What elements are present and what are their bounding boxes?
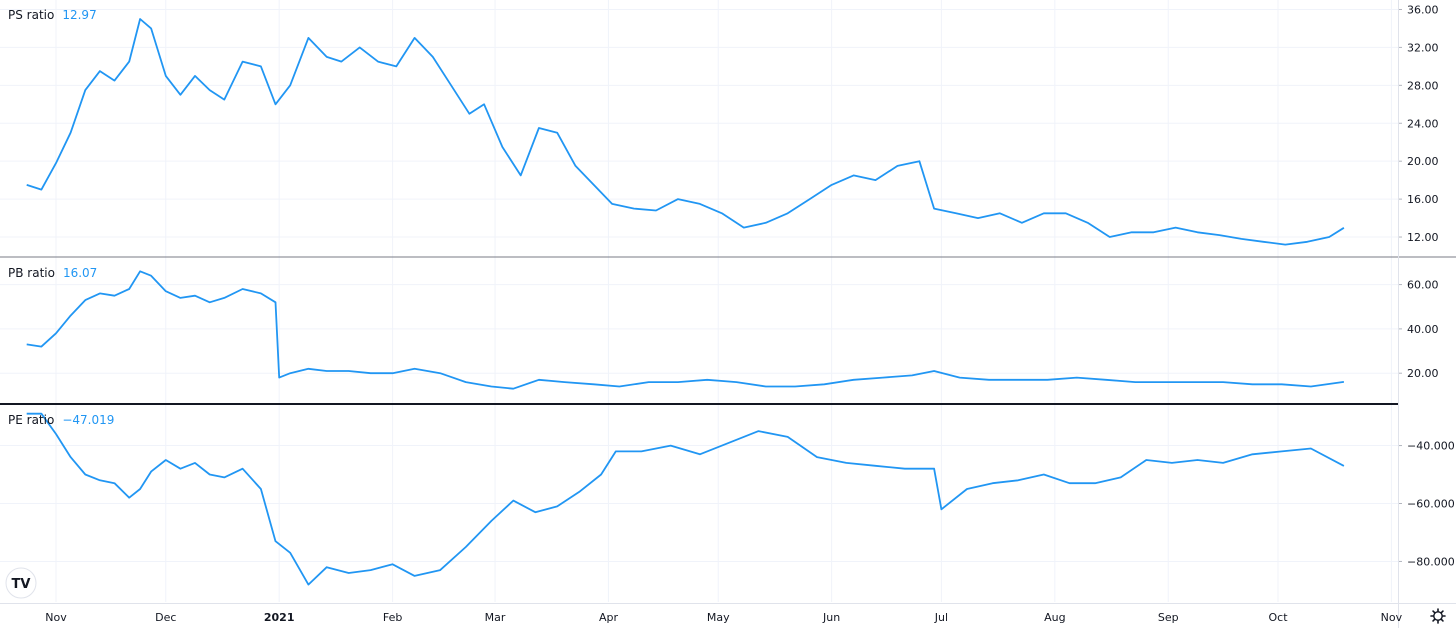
pane-pb-ratio: 60.00 40.00 20.00 PB ratio 16.07 — [0, 266, 1439, 390]
y-tick-label: 24.00 — [1407, 117, 1439, 130]
pane-title: PE ratio — [8, 413, 54, 427]
logo-text: TV — [12, 577, 31, 592]
x-tick-label: Mar — [485, 611, 506, 624]
pane-pe-ratio: −40.000 −60.000 −80.000 PE ratio −47.019 — [0, 412, 1455, 586]
pane-title: PS ratio — [8, 8, 54, 22]
x-tick-label: Feb — [383, 611, 402, 624]
y-tick-label: 12.00 — [1407, 231, 1439, 244]
x-tick-label: Jun — [822, 611, 840, 624]
x-tick-label: Oct — [1268, 611, 1288, 624]
y-tick-label: 60.00 — [1407, 279, 1439, 292]
tradingview-logo[interactable]: TV — [5, 567, 37, 599]
x-tick-label: Sep — [1158, 611, 1179, 624]
y-tick-label: −60.000 — [1407, 498, 1455, 511]
series-line — [26, 412, 1345, 586]
y-tick-label: −80.000 — [1407, 555, 1455, 568]
gear-icon[interactable] — [1430, 608, 1446, 624]
series-line — [26, 18, 1345, 246]
y-tick-label: 36.00 — [1407, 3, 1439, 16]
y-tick-label: −40.000 — [1407, 440, 1455, 453]
y-tick-label: 40.00 — [1407, 323, 1439, 336]
pane-last-value: 12.97 — [62, 8, 96, 22]
x-tick-label: Dec — [155, 611, 176, 624]
pane-last-value: 16.07 — [63, 266, 97, 280]
y-tick-label: 20.00 — [1407, 367, 1439, 380]
pane-last-value: −47.019 — [62, 413, 114, 427]
y-tick-label: 32.00 — [1407, 41, 1439, 54]
y-tick-label: 28.00 — [1407, 79, 1439, 92]
y-tick-label: 20.00 — [1407, 155, 1439, 168]
x-tick-label: Nov — [1381, 611, 1403, 624]
x-tick-label: Aug — [1044, 611, 1065, 624]
pane-title: PB ratio — [8, 266, 55, 280]
x-tick-label: Nov — [45, 611, 67, 624]
x-tick-label: 2021 — [264, 611, 295, 624]
series-line — [26, 270, 1345, 390]
y-tick-label: 16.00 — [1407, 193, 1439, 206]
x-tick-label: Jul — [934, 611, 948, 624]
pane-ps-ratio: 36.00 32.00 28.00 24.00 20.00 16.00 12.00 PS ra… — [0, 3, 1439, 246]
x-tick-label: Apr — [599, 611, 619, 624]
x-tick-label: May — [707, 611, 730, 624]
